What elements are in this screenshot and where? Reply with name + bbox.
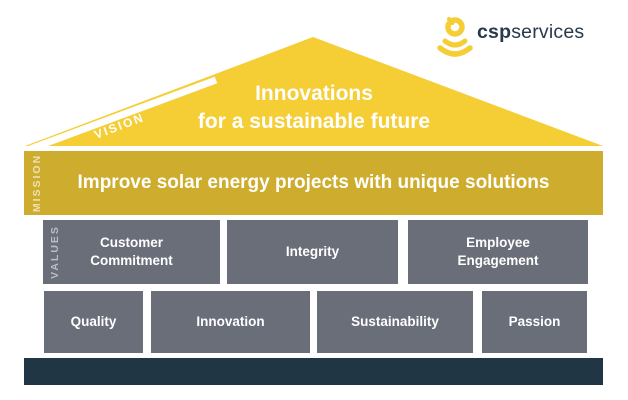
values-side-label: VALUES — [49, 225, 61, 279]
vision-statement: Innovations for a sustainable future — [25, 80, 603, 136]
foundation-bar — [24, 358, 603, 385]
csp-sun-dish-icon — [436, 13, 474, 59]
brand-bold: csp — [477, 21, 512, 43]
value-label: Integrity — [285, 244, 340, 259]
value-box-employee-engagement: Employee Engagement — [408, 220, 588, 284]
value-box-customer-commitment: VALUES Customer Commitment — [43, 220, 220, 284]
value-label: Sustainability — [351, 314, 439, 329]
brand-wordmark: cspservices — [477, 21, 584, 44]
brand-regular: services — [511, 21, 585, 43]
mission-side-label: MISSION — [31, 153, 43, 213]
mission-statement: Improve solar energy projects with uniqu… — [77, 172, 550, 193]
vision-line-2: for a sustainable future — [197, 110, 431, 133]
value-label: Quality — [70, 314, 117, 329]
value-box-integrity: Integrity — [227, 220, 398, 284]
value-label: Customer Commitment — [90, 235, 173, 268]
value-box-quality: Quality — [44, 291, 143, 353]
value-label: Employee Engagement — [457, 235, 539, 268]
value-box-innovation: Innovation — [151, 291, 310, 353]
value-box-passion: Passion — [482, 291, 587, 353]
value-label: Passion — [508, 314, 561, 329]
roof-triangle — [25, 37, 603, 153]
vision-line-1: Innovations — [255, 82, 373, 105]
value-box-sustainability: Sustainability — [317, 291, 473, 353]
mission-bar: MISSION Improve solar energy projects wi… — [24, 151, 603, 215]
value-label: Innovation — [196, 314, 265, 329]
